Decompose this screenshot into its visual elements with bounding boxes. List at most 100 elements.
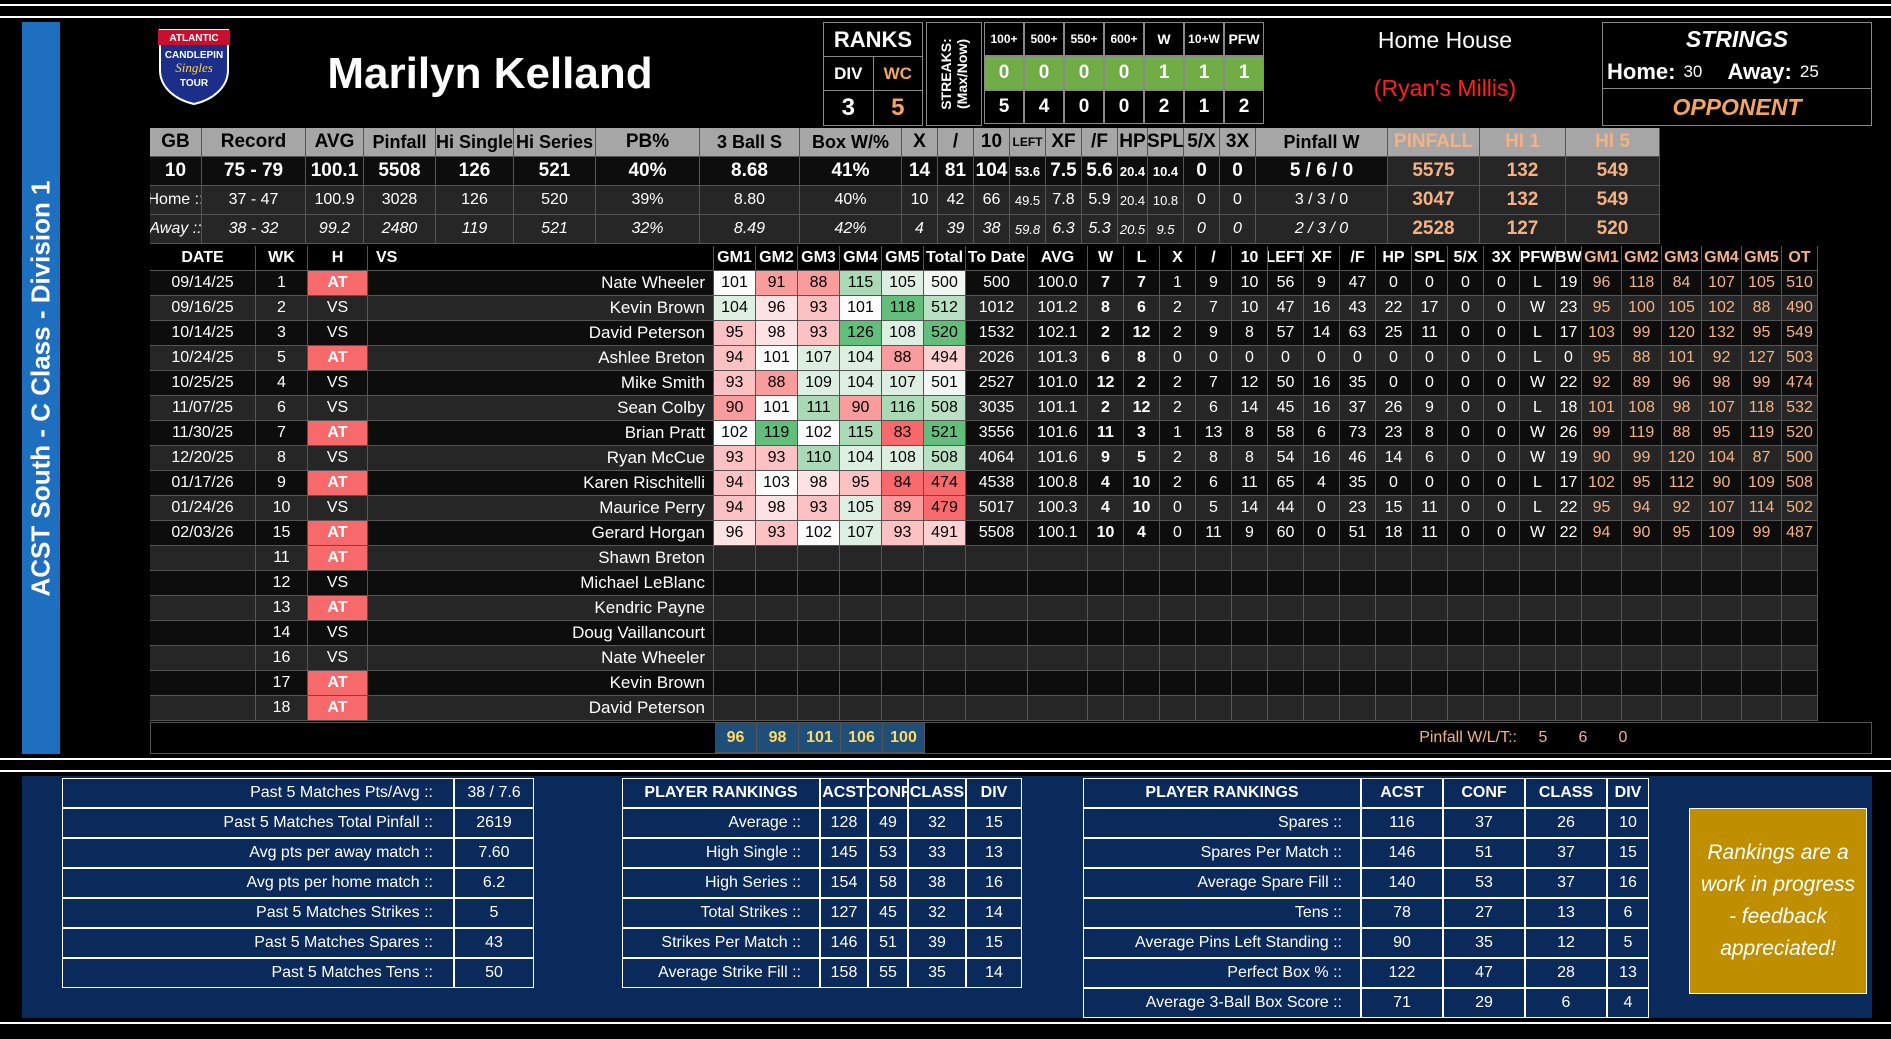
- game-stat: 25: [1376, 321, 1412, 346]
- game-stat: 2: [1160, 446, 1196, 471]
- game-stat: 2: [1160, 471, 1196, 496]
- game-opponent: Brian Pratt: [368, 421, 714, 446]
- game-log-header: WK: [256, 246, 308, 271]
- summary-header: Hi Single: [436, 128, 514, 157]
- summary-cell: 99.2: [306, 215, 364, 244]
- opponent-score: 500: [1782, 446, 1818, 471]
- game-stat: W: [1520, 421, 1556, 446]
- game-stat: 0: [1412, 371, 1448, 396]
- summary-cell: 10.8: [1148, 186, 1184, 215]
- game-log-header: PFW: [1520, 246, 1556, 271]
- game-average: 96: [715, 723, 757, 753]
- game-stat: 101.0: [1028, 371, 1088, 396]
- game-stat: 0: [1376, 271, 1412, 296]
- summary-cell: 5.6: [1082, 157, 1118, 186]
- game-stat: [966, 646, 1028, 671]
- game-stat: 0: [1376, 346, 1412, 371]
- game-score: 521: [924, 421, 966, 446]
- game-stat: [1160, 646, 1196, 671]
- game-score: [756, 546, 798, 571]
- summary-cell: 7.5: [1046, 157, 1082, 186]
- summary-cell: 9.5: [1148, 215, 1184, 244]
- game-stat: [1412, 596, 1448, 621]
- game-score: [714, 646, 756, 671]
- strings-box: STRINGS Home: 30 Away: 25 OPPONENT: [1602, 22, 1872, 126]
- game-stat: [1412, 571, 1448, 596]
- game-stat: 3556: [966, 421, 1028, 446]
- game-week: 13: [256, 596, 308, 621]
- streak-header: W: [1144, 22, 1184, 56]
- game-home-away: AT: [308, 346, 368, 371]
- game-stat: [1160, 546, 1196, 571]
- game-stat: 10: [1124, 496, 1160, 521]
- rankings-value: 28: [1525, 958, 1607, 988]
- game-stat: [1340, 646, 1376, 671]
- streak-header: 500+: [1024, 22, 1064, 56]
- opponent-score: [1782, 671, 1818, 696]
- game-stat: [1268, 571, 1304, 596]
- game-score: 88: [798, 271, 840, 296]
- game-stat: 3035: [966, 396, 1028, 421]
- summary-cell: 0: [1184, 215, 1220, 244]
- game-log-header: L: [1124, 246, 1160, 271]
- game-score: [798, 671, 840, 696]
- game-score: 98: [756, 321, 798, 346]
- game-opponent: Kendric Payne: [368, 596, 714, 621]
- summary-cell: 3 / 3 / 0: [1256, 186, 1388, 215]
- game-stat: 10: [1232, 296, 1268, 321]
- strings-title: STRINGS: [1685, 25, 1789, 52]
- game-stat: 0: [1484, 421, 1520, 446]
- game-stat: 0: [1484, 496, 1520, 521]
- rankings-label: Average Spare Fill ::: [1083, 868, 1361, 898]
- opponent-score: 90: [1582, 446, 1622, 471]
- game-score: 93: [714, 371, 756, 396]
- game-stat: [1556, 596, 1582, 621]
- game-score: [798, 646, 840, 671]
- game-stat: [1304, 621, 1340, 646]
- pinfall-w: 5: [1538, 729, 1548, 746]
- game-stat: 6: [1304, 421, 1340, 446]
- opponent-score: 98: [1702, 371, 1742, 396]
- rankings-value: 146: [1361, 838, 1443, 868]
- opponent-score: 94: [1582, 521, 1622, 546]
- game-stat: [1340, 696, 1376, 721]
- game-stat: 0: [1484, 396, 1520, 421]
- summary-opp-cell: 3047: [1388, 186, 1480, 215]
- game-stat: 0: [1484, 471, 1520, 496]
- game-opponent: David Peterson: [368, 321, 714, 346]
- game-stat: [1232, 646, 1268, 671]
- game-stat: 12: [1124, 321, 1160, 346]
- game-stat: 44: [1268, 496, 1304, 521]
- rankings-col: CLASS: [1525, 778, 1607, 808]
- game-stat: 2: [1160, 296, 1196, 321]
- game-log-header: BW: [1556, 246, 1582, 271]
- game-opponent: Kevin Brown: [368, 296, 714, 321]
- summary-cell: 14: [902, 157, 938, 186]
- game-opponent: Doug Vaillancourt: [368, 621, 714, 646]
- game-score: [924, 671, 966, 696]
- game-stat: [1556, 571, 1582, 596]
- game-stat: 1532: [966, 321, 1028, 346]
- game-score: 104: [714, 296, 756, 321]
- game-stat: [1376, 696, 1412, 721]
- summary-cell: 20.4: [1118, 157, 1148, 186]
- game-score: 479: [924, 496, 966, 521]
- game-stat: [1376, 646, 1412, 671]
- game-log-header: GM3: [798, 246, 840, 271]
- streak-now: 2: [1224, 90, 1264, 124]
- summary-header: /F: [1082, 128, 1118, 157]
- game-stat: 19: [1556, 446, 1582, 471]
- game-stat: 16: [1304, 296, 1340, 321]
- game-score: 93: [714, 446, 756, 471]
- opponent-score: [1742, 646, 1782, 671]
- streak-now: 0: [1104, 90, 1144, 124]
- opponent-score: [1702, 571, 1742, 596]
- summary-cell: 8.68: [700, 157, 800, 186]
- opponent-score: 92: [1702, 346, 1742, 371]
- game-stat: L: [1520, 471, 1556, 496]
- game-week: 8: [256, 446, 308, 471]
- game-stat: [1268, 621, 1304, 646]
- game-stat: 11: [1232, 471, 1268, 496]
- strings-away-value: 25: [1799, 61, 1819, 81]
- game-stat: 0: [1304, 521, 1340, 546]
